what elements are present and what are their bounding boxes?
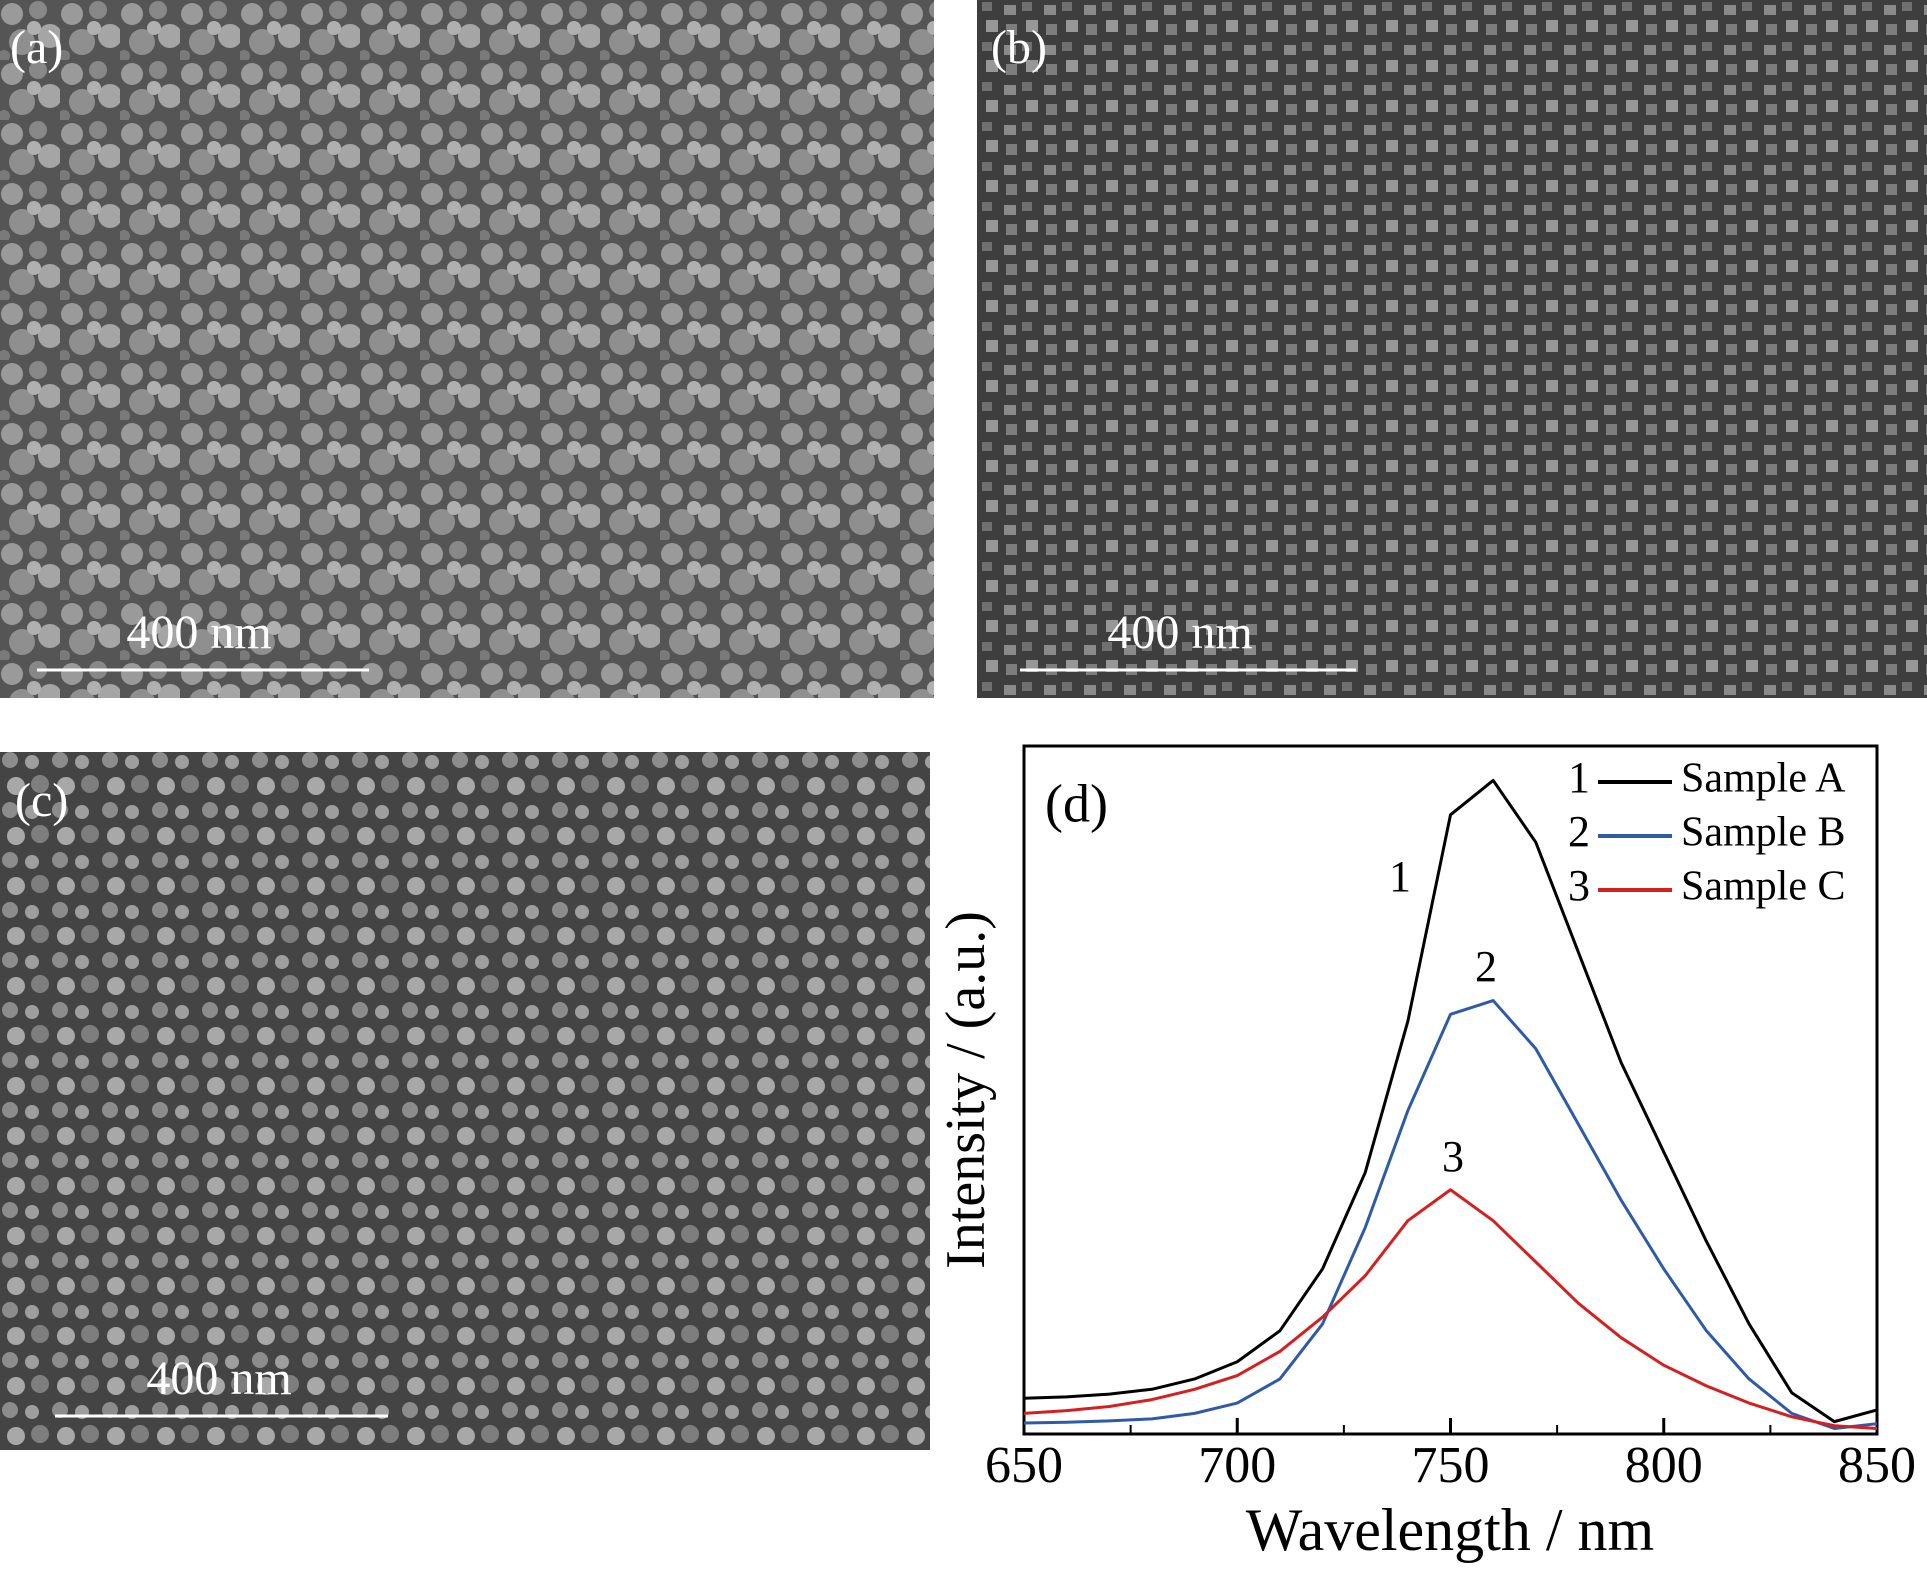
panel-label: (a) xyxy=(10,21,63,74)
legend-number: 1 xyxy=(1568,753,1590,802)
legend-label: Sample B xyxy=(1681,810,1846,856)
chart-panel-d: (d) Wavelength / nm Intensity / (a.u.) 6… xyxy=(935,744,1916,1563)
curve-label: 2 xyxy=(1475,942,1497,991)
legend-label: Sample A xyxy=(1681,756,1846,802)
x-axis-label: Wavelength / nm xyxy=(1246,1497,1654,1563)
sem-image xyxy=(977,0,1927,698)
y-axis-label: Intensity / (a.u.) xyxy=(935,911,997,1269)
curve-label: 3 xyxy=(1442,1132,1464,1181)
legend-label: Sample C xyxy=(1681,864,1846,910)
legend-number: 2 xyxy=(1568,807,1590,856)
panel-label: (d) xyxy=(1045,773,1108,833)
x-tick-label: 750 xyxy=(1412,1437,1490,1494)
sem-image xyxy=(0,0,934,698)
x-tick-label: 700 xyxy=(1198,1437,1276,1494)
panel-label: (c) xyxy=(15,774,68,827)
line-series xyxy=(1023,778,1878,1424)
scale-bar-label: 400 nm xyxy=(126,606,271,659)
x-tick-label: 650 xyxy=(985,1437,1063,1494)
panel-label: (b) xyxy=(991,21,1047,74)
x-tick-label: 800 xyxy=(1625,1437,1703,1494)
curve-label: 1 xyxy=(1389,852,1411,901)
panel-c: (c) 400 nm xyxy=(0,752,930,1450)
line-series xyxy=(1023,999,1878,1430)
panel-b: (b) 400 nm xyxy=(977,0,1927,698)
legend-number: 3 xyxy=(1568,861,1590,910)
panel-a: (a) 400 nm xyxy=(0,0,934,698)
sem-image xyxy=(0,752,930,1450)
x-tick-label: 850 xyxy=(1838,1437,1916,1494)
scale-bar-label: 400 nm xyxy=(146,1352,291,1405)
line-series xyxy=(1023,1188,1878,1430)
scale-bar-label: 400 nm xyxy=(1107,606,1252,659)
